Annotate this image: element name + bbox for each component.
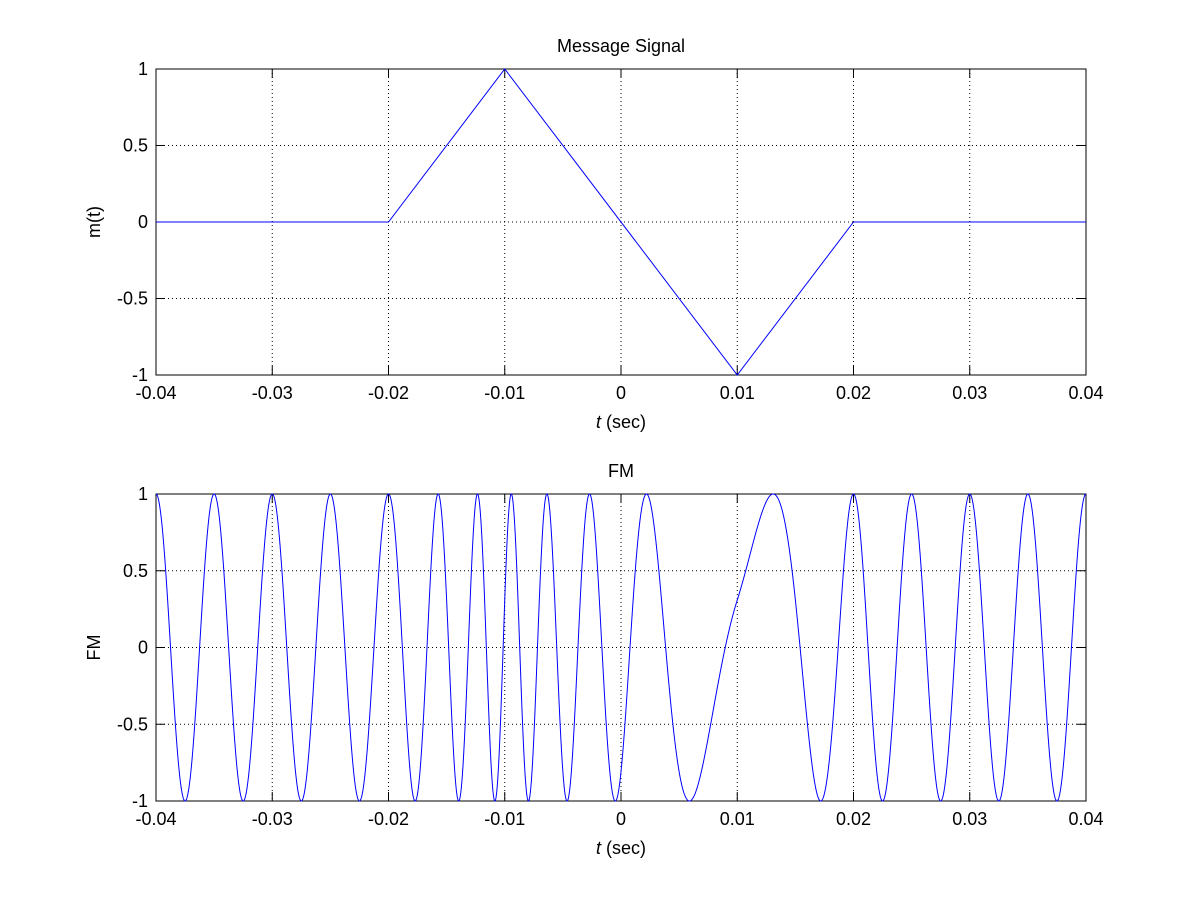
fm-x-tick-label: 0 bbox=[616, 809, 626, 829]
message-signal-title: Message Signal bbox=[557, 36, 685, 56]
fm-y-tick-labels: -1 -0.5 0 0.5 1 bbox=[117, 484, 148, 811]
fm-y-axis-label: FM bbox=[84, 635, 104, 661]
fm-y-tick-label: -1 bbox=[132, 791, 148, 811]
fm-y-tick-label: -0.5 bbox=[117, 714, 148, 734]
message-signal-x-tick-label: -0.02 bbox=[368, 383, 409, 403]
fm-x-tick-labels: -0.04 -0.03 -0.02 -0.01 0 0.01 0.02 0.03 0.04 bbox=[135, 809, 1103, 829]
message-signal-x-tick-label: 0.02 bbox=[836, 383, 871, 403]
message-signal-y-tick-label: 1 bbox=[138, 59, 148, 79]
message-signal-x-tick-label: 0.04 bbox=[1068, 383, 1103, 403]
fm-x-tick-label: -0.04 bbox=[135, 809, 176, 829]
message-signal-x-tick-label: 0 bbox=[616, 383, 626, 403]
message-signal-y-tick-label: -0.5 bbox=[117, 289, 148, 309]
message-signal-x-tick-label: -0.01 bbox=[484, 383, 525, 403]
fm-title: FM bbox=[608, 461, 634, 481]
fm-y-tick-label: 1 bbox=[138, 484, 148, 504]
fm-x-tick-label: 0.02 bbox=[836, 809, 871, 829]
message-signal-x-tick-label: 0.01 bbox=[720, 383, 755, 403]
fm-ticks bbox=[155, 493, 1087, 802]
fm-x-tick-label: 0.03 bbox=[952, 809, 987, 829]
message-signal-x-tick-labels: -0.04 -0.03 -0.02 -0.01 0 0.01 0.02 0.03 0.04 bbox=[135, 383, 1103, 403]
message-signal-x-axis-label: t (sec) bbox=[596, 412, 646, 432]
fm-x-tick-label: -0.01 bbox=[484, 809, 525, 829]
message-signal-y-axis-label: m(t) bbox=[84, 206, 104, 238]
message-signal-y-tick-label: 0.5 bbox=[123, 136, 148, 156]
fm-x-axis-var: t bbox=[596, 838, 602, 858]
fm-plot: -0.04 -0.03 -0.02 -0.01 0 0.01 0.02 0.03 0.04 -1… bbox=[84, 461, 1104, 858]
fm-x-axis-unit: (sec) bbox=[601, 838, 646, 858]
fm-signal-line bbox=[155, 493, 1087, 802]
message-signal-ticks bbox=[155, 68, 1087, 376]
fm-x-tick-label: 0.04 bbox=[1068, 809, 1103, 829]
fm-y-tick-label: 0.5 bbox=[123, 561, 148, 581]
message-signal-x-axis-var: t bbox=[596, 412, 602, 432]
fm-y-tick-label: 0 bbox=[138, 638, 148, 658]
message-signal-y-tick-label: -1 bbox=[132, 365, 148, 385]
message-signal-y-tick-labels: -1 -0.5 0 0.5 1 bbox=[117, 59, 148, 385]
fm-x-tick-label: 0.01 bbox=[720, 809, 755, 829]
message-signal-line bbox=[156, 68, 1086, 376]
fm-x-tick-label: -0.03 bbox=[252, 809, 293, 829]
fm-grid bbox=[156, 494, 1086, 801]
message-signal-plot: -0.04 -0.03 -0.02 -0.01 0 0.01 0.02 0.03 0.04 -1… bbox=[84, 36, 1104, 432]
message-signal-x-tick-label: -0.03 bbox=[252, 383, 293, 403]
message-signal-x-tick-label: 0.03 bbox=[952, 383, 987, 403]
message-signal-x-tick-label: -0.04 bbox=[135, 383, 176, 403]
fm-x-tick-label: -0.02 bbox=[368, 809, 409, 829]
fm-x-axis-label: t (sec) bbox=[596, 838, 646, 858]
message-signal-y-tick-label: 0 bbox=[138, 212, 148, 232]
message-signal-x-axis-unit: (sec) bbox=[601, 412, 646, 432]
